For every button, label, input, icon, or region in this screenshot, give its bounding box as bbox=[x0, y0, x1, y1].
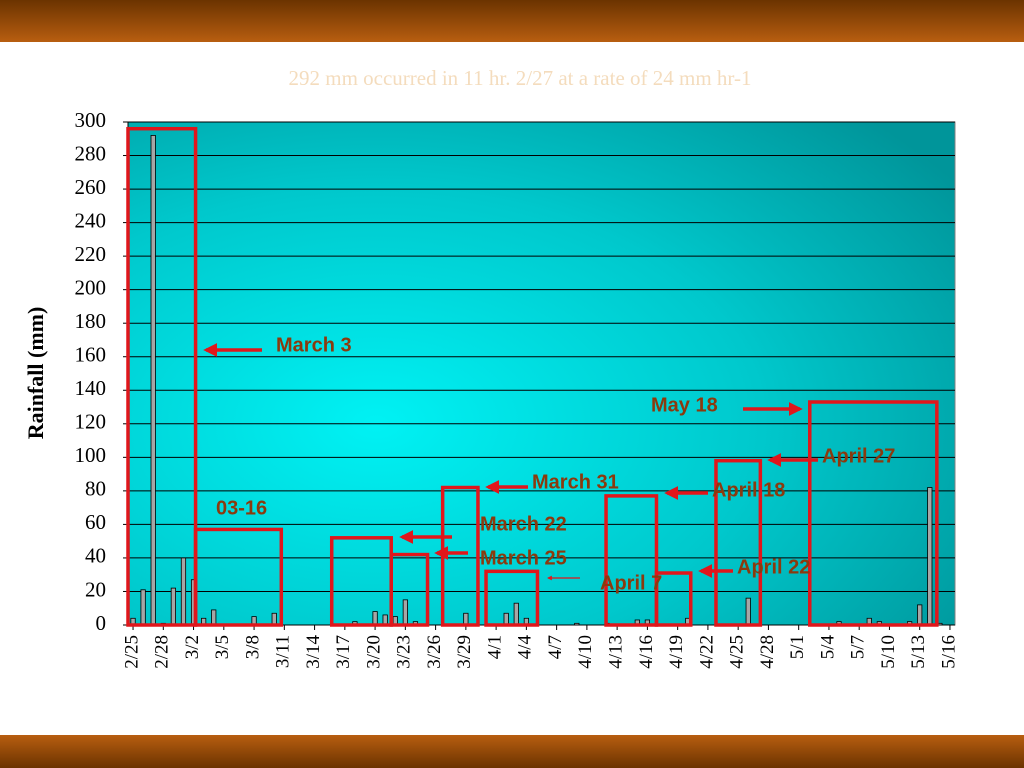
x-tick-label: 4/10 bbox=[575, 635, 596, 669]
bar bbox=[463, 612, 469, 626]
y-tick-label: 20 bbox=[85, 577, 106, 601]
annotation-label: March 25 bbox=[480, 547, 567, 569]
x-tick-label: 4/7 bbox=[545, 635, 566, 659]
x-tick-label: 4/22 bbox=[696, 635, 717, 669]
x-tick-label: 3/20 bbox=[363, 635, 384, 669]
annotation-label: March 22 bbox=[480, 513, 567, 535]
period-box bbox=[389, 552, 430, 627]
x-tick-label: 4/19 bbox=[666, 635, 687, 669]
top-band bbox=[0, 0, 1024, 42]
bar bbox=[180, 557, 187, 626]
y-tick-label: 220 bbox=[75, 242, 107, 266]
bar bbox=[574, 622, 580, 626]
annotation-label: May 18 bbox=[651, 394, 718, 416]
period-box bbox=[484, 569, 540, 627]
chart-title: 292 mm occurred in 11 hr. 2/27 at a rate… bbox=[288, 66, 751, 90]
annotation-label: April 18 bbox=[712, 479, 785, 501]
x-tick-label: 3/8 bbox=[242, 635, 263, 659]
y-tick-label: 100 bbox=[75, 443, 107, 467]
bar bbox=[503, 612, 509, 626]
y-tick-label: 200 bbox=[75, 275, 107, 299]
x-tick-label: 3/17 bbox=[333, 635, 354, 669]
x-tick-label: 4/4 bbox=[515, 635, 536, 660]
x-tick-label: 3/26 bbox=[424, 635, 445, 669]
x-tick-label: 4/25 bbox=[727, 635, 748, 669]
x-tick-label: 5/13 bbox=[908, 635, 929, 669]
y-tick-label: 280 bbox=[75, 141, 107, 165]
plot-area bbox=[127, 121, 956, 626]
y-tick-label: 160 bbox=[75, 343, 107, 367]
annotation-label: March 31 bbox=[532, 471, 619, 493]
period-box bbox=[193, 527, 284, 627]
bar bbox=[140, 589, 146, 626]
y-tick-label: 120 bbox=[75, 410, 107, 434]
x-tick-label: 3/14 bbox=[303, 635, 324, 669]
x-tick-label: 5/1 bbox=[787, 635, 808, 659]
annotation-label: 03-16 bbox=[216, 497, 267, 519]
bar bbox=[927, 487, 933, 626]
y-tick-label: 0 bbox=[96, 611, 107, 635]
bar bbox=[372, 611, 378, 626]
x-tick-label: 3/23 bbox=[394, 635, 415, 669]
bar bbox=[211, 609, 217, 626]
period-box bbox=[808, 400, 939, 627]
x-tick-label: 5/7 bbox=[848, 635, 869, 659]
y-tick-label: 80 bbox=[85, 477, 106, 501]
y-axis-label: Rainfall (mm) bbox=[23, 307, 48, 440]
x-tick-label: 5/10 bbox=[878, 635, 899, 669]
x-tick-label: 5/4 bbox=[817, 635, 838, 660]
annotation-label: April 7 bbox=[600, 572, 662, 594]
y-tick-label: 260 bbox=[75, 175, 107, 199]
x-tick-label: 5/16 bbox=[938, 635, 959, 669]
x-tick-label: 4/16 bbox=[636, 635, 657, 669]
x-tick-label: 3/29 bbox=[454, 635, 475, 669]
x-tick-label: 3/5 bbox=[212, 635, 233, 659]
bar bbox=[513, 602, 519, 626]
y-tick-label: 60 bbox=[85, 510, 106, 534]
bar bbox=[170, 587, 176, 626]
bar bbox=[402, 599, 408, 626]
bar bbox=[271, 612, 277, 626]
x-tick-label: 4/28 bbox=[757, 635, 778, 669]
annotation-label: March 3 bbox=[276, 334, 352, 356]
period-box bbox=[126, 126, 198, 627]
x-tick-label: 3/2 bbox=[182, 635, 203, 659]
y-tick-label: 300 bbox=[75, 108, 107, 132]
x-tick-label: 4/1 bbox=[484, 635, 505, 659]
bottom-band bbox=[0, 735, 1024, 768]
x-tick-label: 2/25 bbox=[121, 635, 142, 669]
annotation-label: April 22 bbox=[737, 556, 810, 578]
x-tick-label: 3/11 bbox=[273, 635, 294, 668]
annotation-label: April 27 bbox=[822, 445, 895, 467]
y-tick-label: 240 bbox=[75, 208, 107, 232]
bar bbox=[150, 135, 156, 626]
y-tick-label: 140 bbox=[75, 376, 107, 400]
bar bbox=[745, 597, 751, 626]
y-tick-label: 40 bbox=[85, 544, 106, 568]
bar bbox=[917, 604, 923, 626]
y-tick-label: 180 bbox=[75, 309, 107, 333]
period-box bbox=[604, 494, 659, 627]
x-tick-label: 4/13 bbox=[605, 635, 626, 669]
x-tick-label: 2/28 bbox=[152, 635, 173, 669]
period-box bbox=[714, 458, 763, 627]
period-box bbox=[654, 571, 693, 627]
